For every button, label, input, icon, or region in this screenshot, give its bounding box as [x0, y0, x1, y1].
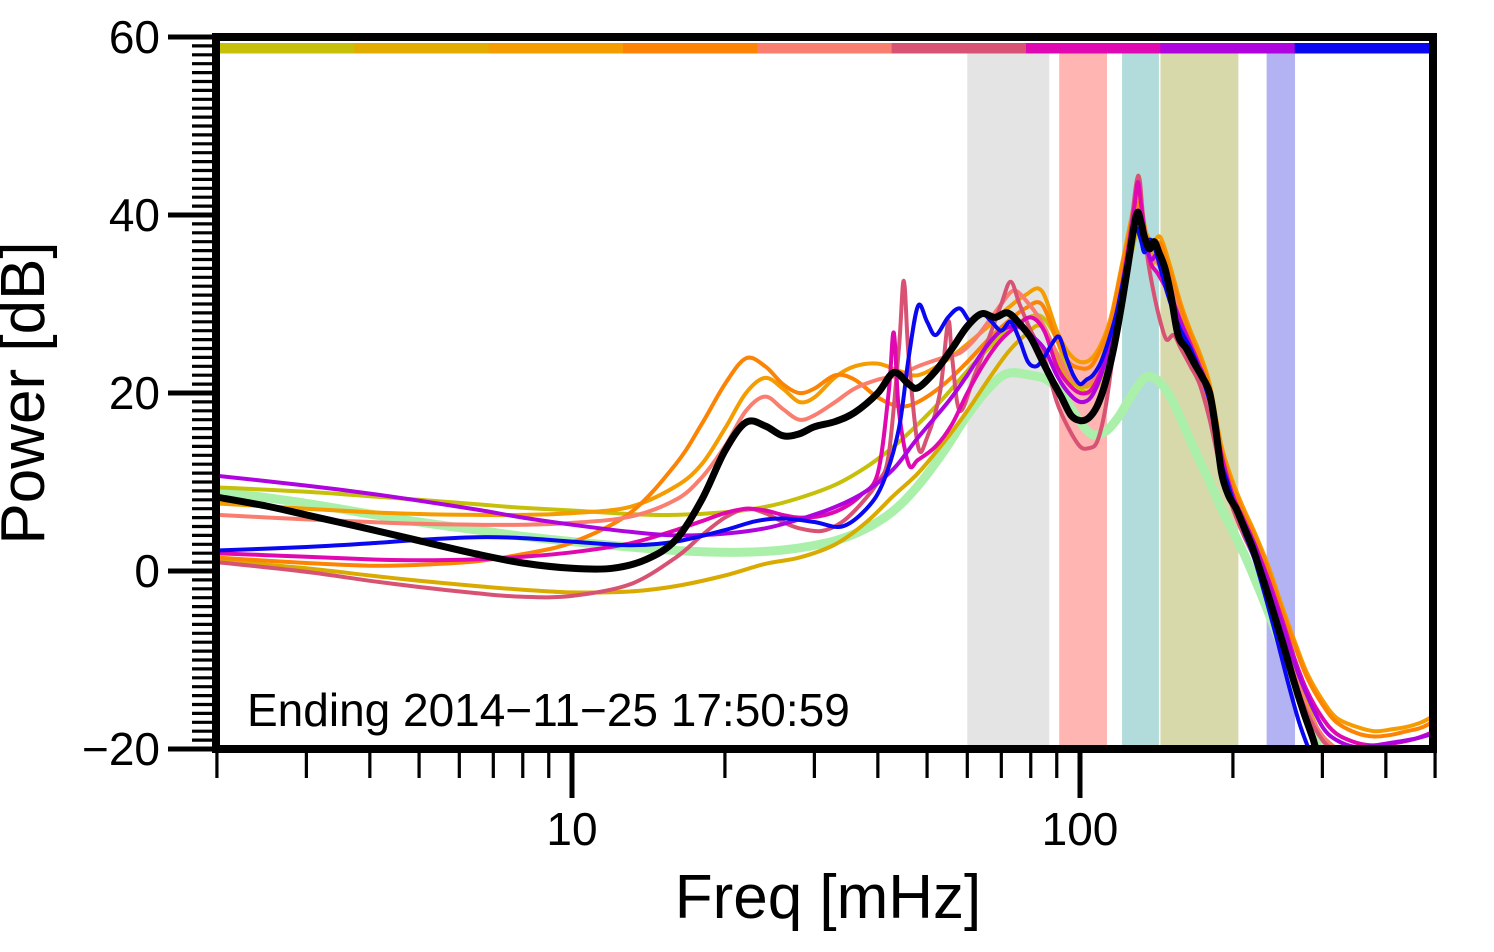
- top-segment-color-bar: [220, 43, 1430, 54]
- plot-frame: [212, 33, 1437, 753]
- segment-bar-color-3: [488, 43, 624, 54]
- curve-reference-light-green: [220, 368, 1323, 745]
- y-tick-label: 20: [109, 367, 160, 419]
- segment-bar-color-8: [1160, 43, 1296, 54]
- segment-bar-color-4: [623, 43, 758, 54]
- y-tick-label: 40: [109, 189, 160, 241]
- ending-time-annotation: Ending 2014−11−25 17:50:59: [247, 684, 850, 736]
- x-tick-label: 10: [546, 803, 597, 855]
- y-axis-ticks: [168, 34, 212, 752]
- curve-segment-8-purple: [220, 208, 1429, 745]
- x-axis-ticks: [215, 753, 1437, 798]
- x-axis-title: Freq [mHz]: [675, 863, 982, 932]
- y-tick-label: 0: [134, 545, 160, 597]
- x-tick-labels: 10 100: [546, 803, 1118, 855]
- curve-segment-3-orange: [220, 194, 1429, 734]
- y-tick-labels: 60 40 20 0 −20: [82, 11, 160, 775]
- spectra-curves: [220, 173, 1429, 745]
- segment-bar-color-9: [1294, 43, 1430, 54]
- curve-segment-7-magenta: [220, 180, 1429, 745]
- segment-bar-color-5: [757, 43, 893, 54]
- curve-mean-black: [220, 208, 1319, 745]
- segment-bar-color-2: [354, 43, 490, 54]
- y-tick-label: −20: [82, 723, 160, 775]
- curve-segment-4-dark-orange: [220, 200, 1429, 739]
- segment-bar-color-6: [891, 43, 1027, 54]
- y-tick-label: 60: [109, 11, 160, 63]
- y-axis-title: Power [dB]: [0, 241, 58, 544]
- segment-bar-color-1: [220, 43, 355, 54]
- segment-bar-color-7: [1026, 43, 1161, 54]
- x-tick-label: 100: [1042, 803, 1119, 855]
